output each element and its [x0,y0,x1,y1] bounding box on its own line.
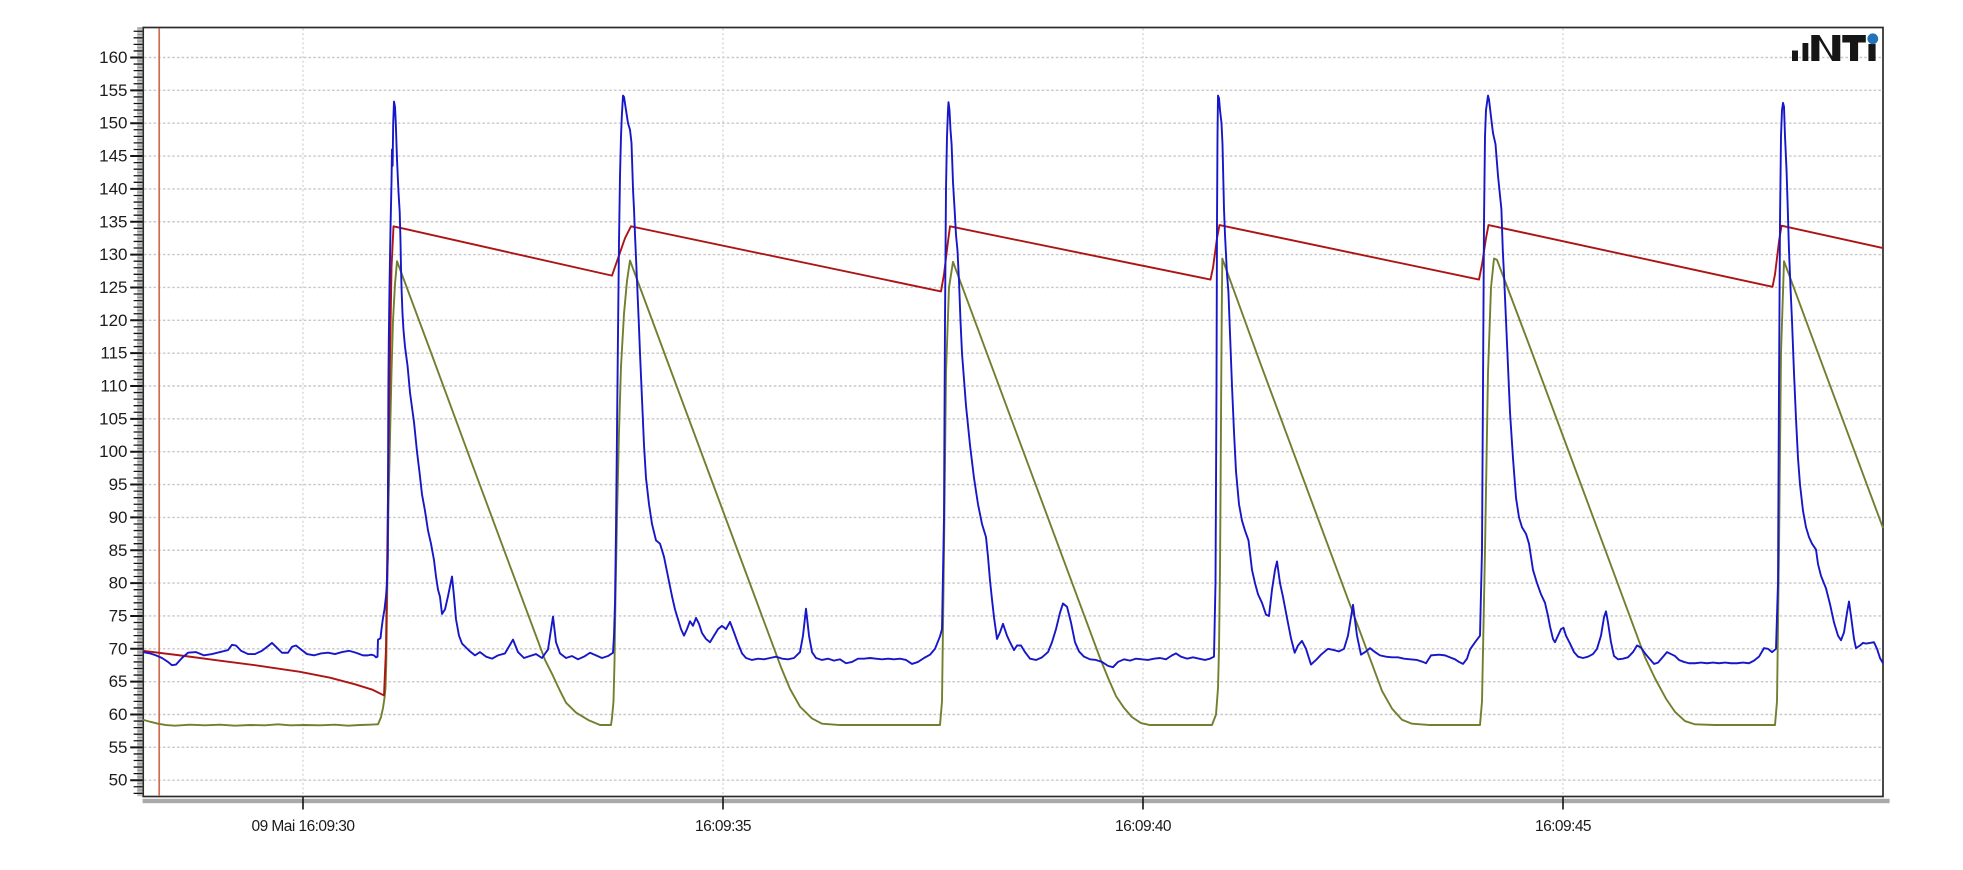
svg-text:120: 120 [99,311,127,330]
svg-text:110: 110 [100,377,127,396]
svg-text:16:09:40: 16:09:40 [1115,818,1172,835]
svg-text:85: 85 [109,541,128,560]
svg-text:16:09:45: 16:09:45 [1535,818,1591,835]
svg-text:16:09:35: 16:09:35 [695,818,751,835]
svg-text:130: 130 [99,245,127,264]
svg-text:80: 80 [109,574,128,593]
svg-text:90: 90 [109,508,128,527]
svg-text:09 Mai 16:09:30: 09 Mai 16:09:30 [252,818,356,835]
svg-text:115: 115 [100,344,127,363]
svg-text:100: 100 [99,442,127,461]
svg-text:140: 140 [99,179,127,198]
svg-text:50: 50 [109,771,128,790]
svg-text:155: 155 [99,81,127,100]
svg-text:135: 135 [99,212,127,231]
svg-text:60: 60 [109,705,128,724]
svg-text:65: 65 [109,672,128,691]
svg-text:55: 55 [109,738,128,757]
svg-text:150: 150 [99,114,127,133]
svg-text:95: 95 [109,475,128,494]
svg-text:125: 125 [99,278,127,297]
svg-text:70: 70 [109,639,128,658]
svg-text:145: 145 [99,147,127,166]
svg-text:160: 160 [99,48,127,67]
svg-text:105: 105 [99,409,127,428]
svg-text:75: 75 [109,606,128,625]
